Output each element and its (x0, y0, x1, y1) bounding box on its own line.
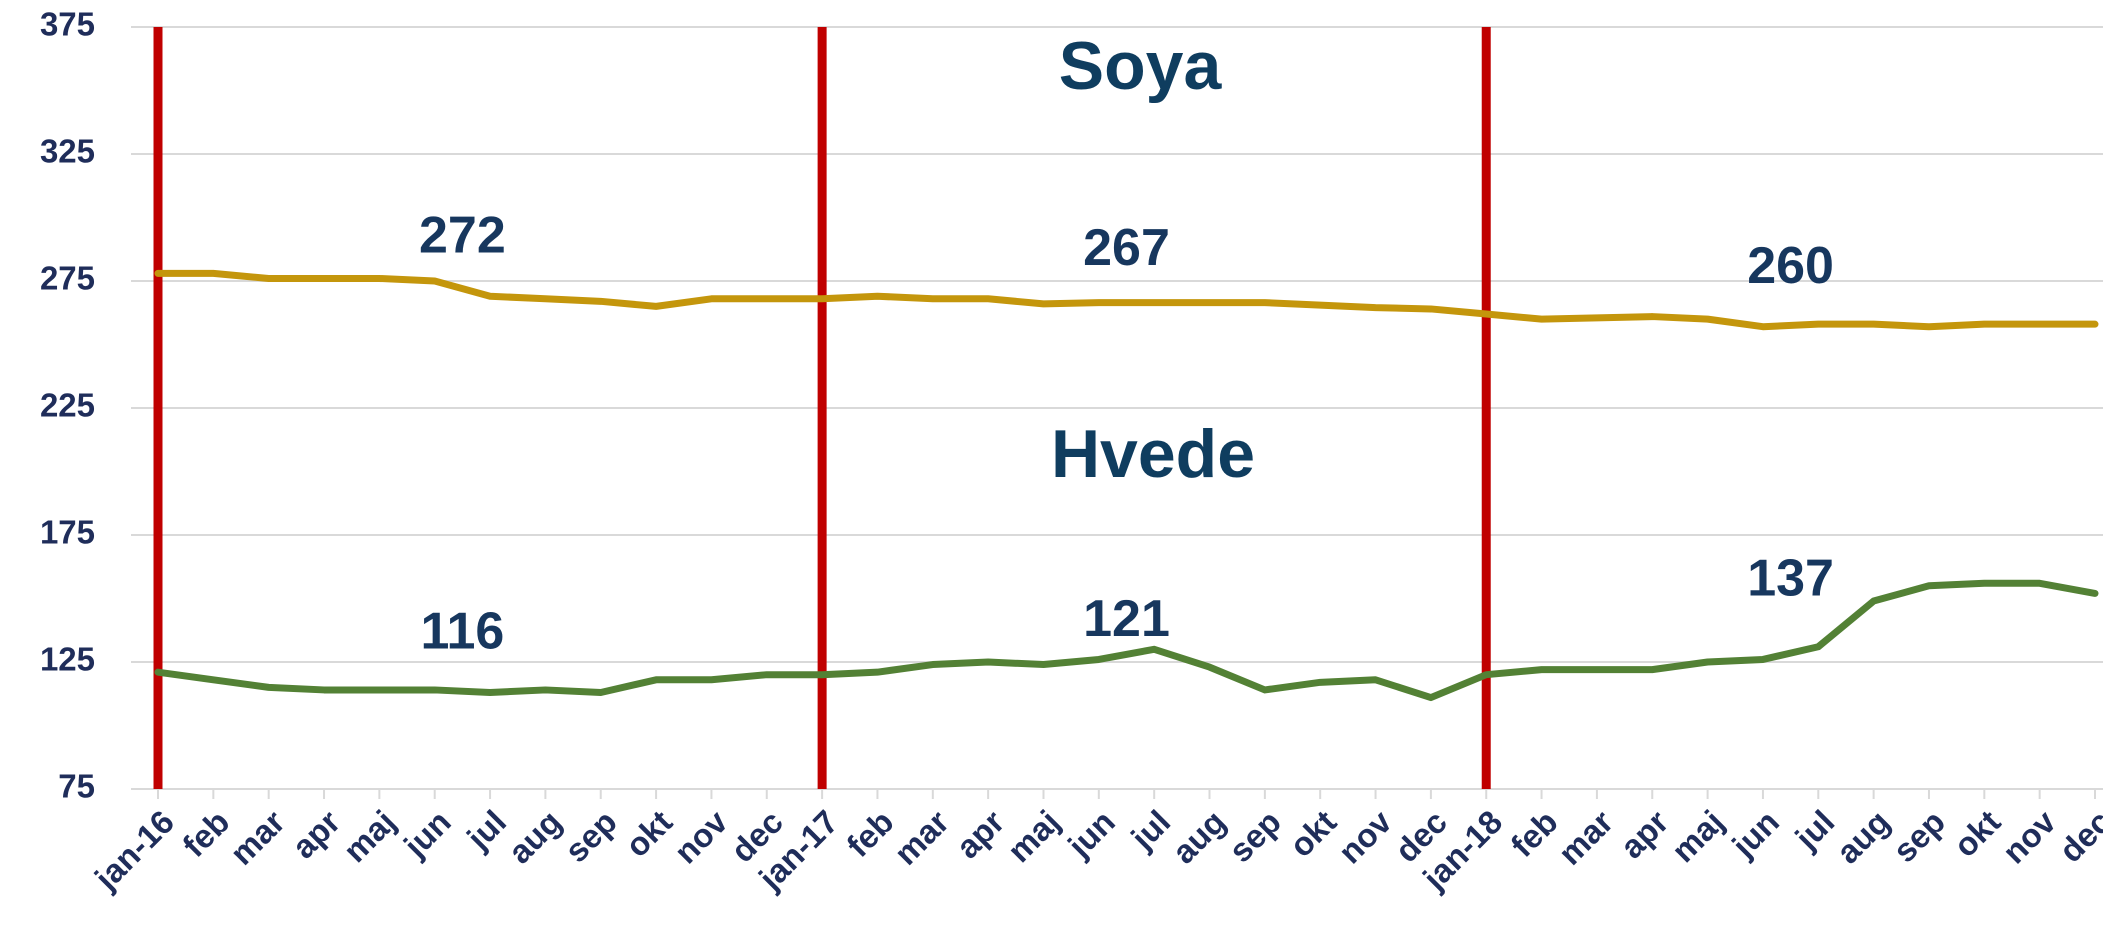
x-tick-label: nov (1331, 802, 1399, 870)
x-tick-label: apr (1613, 803, 1676, 866)
x-tick-label: dec (2052, 803, 2103, 869)
x-tick-label: okt (1946, 803, 2007, 864)
x-tick-label: aug (1165, 803, 1233, 871)
average-label: 116 (420, 603, 504, 661)
y-tick-label: 275 (40, 260, 95, 297)
series-line (154, 269, 2099, 331)
average-label: 121 (1083, 590, 1170, 648)
x-tick-label: feb (1504, 803, 1565, 864)
average-label: 260 (1747, 237, 1834, 295)
y-tick-label: 125 (40, 641, 95, 678)
x-tick-label: maj (336, 803, 402, 869)
x-tick-label: feb (175, 803, 236, 864)
series-line (154, 579, 2099, 702)
x-tick-label: jun (1060, 803, 1122, 865)
y-tick-label: 375 (40, 6, 95, 43)
y-tick-label: 75 (58, 768, 95, 805)
x-tick-label: jan-16 (87, 803, 181, 897)
x-tick-label: mar (1551, 803, 1620, 872)
average-label: 137 (1747, 549, 1834, 607)
y-tick-label: 175 (40, 514, 95, 551)
x-tick-label: aug (501, 803, 569, 871)
x-tick-label: maj (1000, 803, 1066, 869)
x-tick-label: nov (667, 802, 735, 870)
x-tick-label: mar (887, 803, 956, 872)
x-tick-label: jun (396, 803, 458, 865)
x-tick-label: feb (839, 803, 900, 864)
x-tick-label: okt (618, 803, 679, 864)
average-label: 272 (419, 206, 506, 264)
x-tick-label: apr (949, 803, 1012, 866)
y-tick-label: 225 (40, 387, 95, 424)
series-name: Hvede (1051, 416, 1255, 492)
average-label: 267 (1083, 219, 1170, 277)
x-tick-label: apr (285, 803, 348, 866)
x-tick-label: aug (1829, 803, 1897, 871)
x-tick-label: mar (223, 803, 292, 872)
x-tick-label: jun (1724, 803, 1786, 865)
series-name: Soya (1059, 28, 1223, 104)
x-tick-label: maj (1664, 803, 1730, 869)
x-tick-label: okt (1282, 803, 1343, 864)
x-tick-label: nov (1995, 802, 2063, 870)
x-tick-label: sep (557, 803, 623, 869)
y-tick-label: 325 (40, 133, 95, 170)
x-tick-label: sep (1222, 803, 1288, 869)
x-tick-label: sep (1886, 803, 1952, 869)
